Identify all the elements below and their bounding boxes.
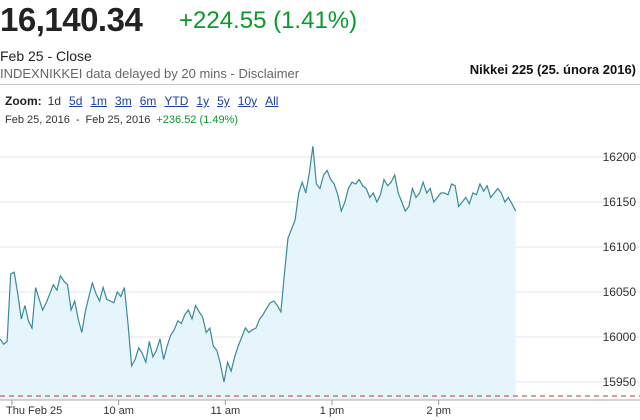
zoom-option-5d[interactable]: 5d bbox=[69, 94, 83, 108]
zoom-option-1m[interactable]: 1m bbox=[90, 94, 108, 108]
x-tick-label: Thu Feb 25 bbox=[6, 405, 62, 417]
y-tick-label: 16100 bbox=[603, 240, 637, 254]
x-tick-label: 2 pm bbox=[426, 405, 450, 417]
x-tick-label: 10 am bbox=[103, 405, 134, 417]
header-divider bbox=[0, 84, 640, 85]
zoom-option-1d[interactable]: 1d bbox=[47, 94, 62, 108]
range-change: +236.52 (1.49%) bbox=[156, 114, 238, 126]
zoom-label: Zoom: bbox=[5, 94, 42, 108]
x-tick-label: 1 pm bbox=[320, 405, 344, 417]
x-tick-label: 11 am bbox=[210, 405, 240, 417]
range-end-date[interactable]: Feb 25, 2016 bbox=[85, 114, 151, 126]
chart-caption: Nikkei 225 (25. února 2016) bbox=[469, 62, 636, 77]
zoom-option-3m[interactable]: 3m bbox=[115, 94, 132, 108]
close-date-label: Feb 25 - Close bbox=[0, 48, 92, 64]
y-axis-ticks: 15950 16000 16050 16100 16150 16200 bbox=[603, 150, 637, 389]
y-tick-label: 16150 bbox=[603, 195, 637, 209]
y-tick-label: 16200 bbox=[603, 150, 637, 164]
data-delay-disclaimer[interactable]: INDEXNIKKEI data delayed by 20 mins - Di… bbox=[0, 66, 300, 81]
y-tick-label: 16000 bbox=[603, 330, 637, 344]
y-tick-label: 15950 bbox=[603, 375, 637, 389]
zoom-option-1y[interactable]: 1y bbox=[196, 94, 210, 108]
range-start-date[interactable]: Feb 25, 2016 bbox=[5, 114, 70, 126]
zoom-option-5y[interactable]: 5y bbox=[217, 94, 230, 108]
index-change: +224.55 (1.41%) bbox=[179, 7, 358, 34]
range-separator: - bbox=[75, 114, 80, 126]
zoom-option-ytd[interactable]: YTD bbox=[164, 94, 189, 108]
zoom-option-6m[interactable]: 6m bbox=[139, 94, 157, 108]
price-line bbox=[0, 146, 517, 383]
zoom-option-all[interactable]: All bbox=[265, 94, 279, 108]
zoom-option-10y[interactable]: 10y bbox=[237, 94, 258, 108]
x-axis-ticks: Thu Feb 25 10 am 11 am 1 pm 2 pm bbox=[6, 400, 451, 417]
zoom-bar: Zoom: 1d 5d 1m 3m 6m YTD 1y 5y 10y All bbox=[5, 94, 286, 108]
index-price: 16,140.34 bbox=[0, 1, 143, 38]
date-range-row: Feb 25, 2016 - Feb 25, 2016 +236.52 (1.4… bbox=[5, 114, 244, 126]
y-tick-label: 16050 bbox=[603, 285, 637, 299]
